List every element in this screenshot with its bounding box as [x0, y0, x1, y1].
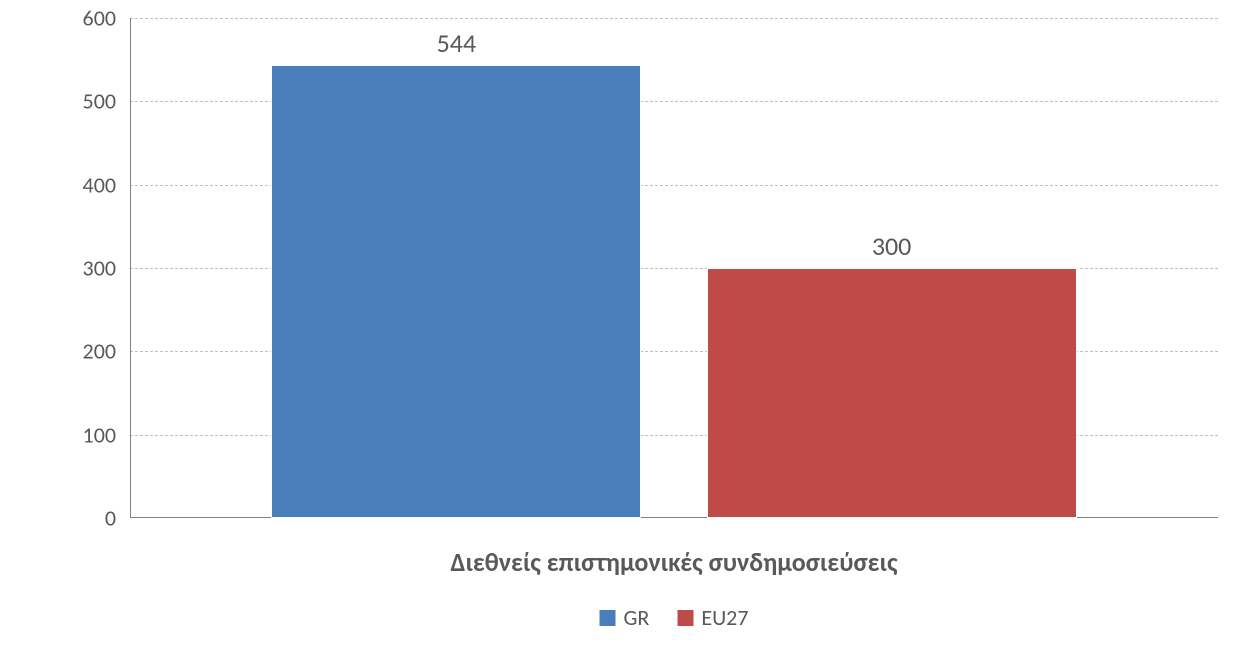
bar-chart: 544 300 0 100 200 300 400 500 600 Διεθνείς επισ… — [0, 0, 1257, 668]
legend-item-eu27: EU27 — [677, 604, 748, 631]
y-tick-label: 100 — [0, 421, 116, 448]
y-tick-label: 300 — [0, 255, 116, 282]
legend-item-gr: GR — [600, 604, 650, 631]
y-tick-label: 600 — [0, 5, 116, 32]
bar-gr — [271, 65, 641, 518]
legend: GR EU27 — [600, 604, 749, 631]
gridline — [130, 18, 1218, 19]
bar-value-label: 300 — [872, 230, 912, 262]
bar-eu27 — [707, 268, 1077, 518]
legend-label: GR — [624, 604, 650, 631]
plot-area: 544 300 — [130, 18, 1218, 518]
bar-value-label: 544 — [437, 27, 477, 59]
legend-label: EU27 — [701, 604, 748, 631]
y-tick-label: 400 — [0, 171, 116, 198]
y-tick-label: 0 — [0, 505, 116, 532]
legend-swatch — [677, 610, 693, 626]
y-axis-line — [130, 18, 131, 518]
legend-swatch — [600, 610, 616, 626]
y-tick-label: 200 — [0, 338, 116, 365]
y-tick-label: 500 — [0, 88, 116, 115]
x-axis-title: Διεθνείς επιστημονικές συνδημοσιεύσεις — [450, 546, 897, 578]
